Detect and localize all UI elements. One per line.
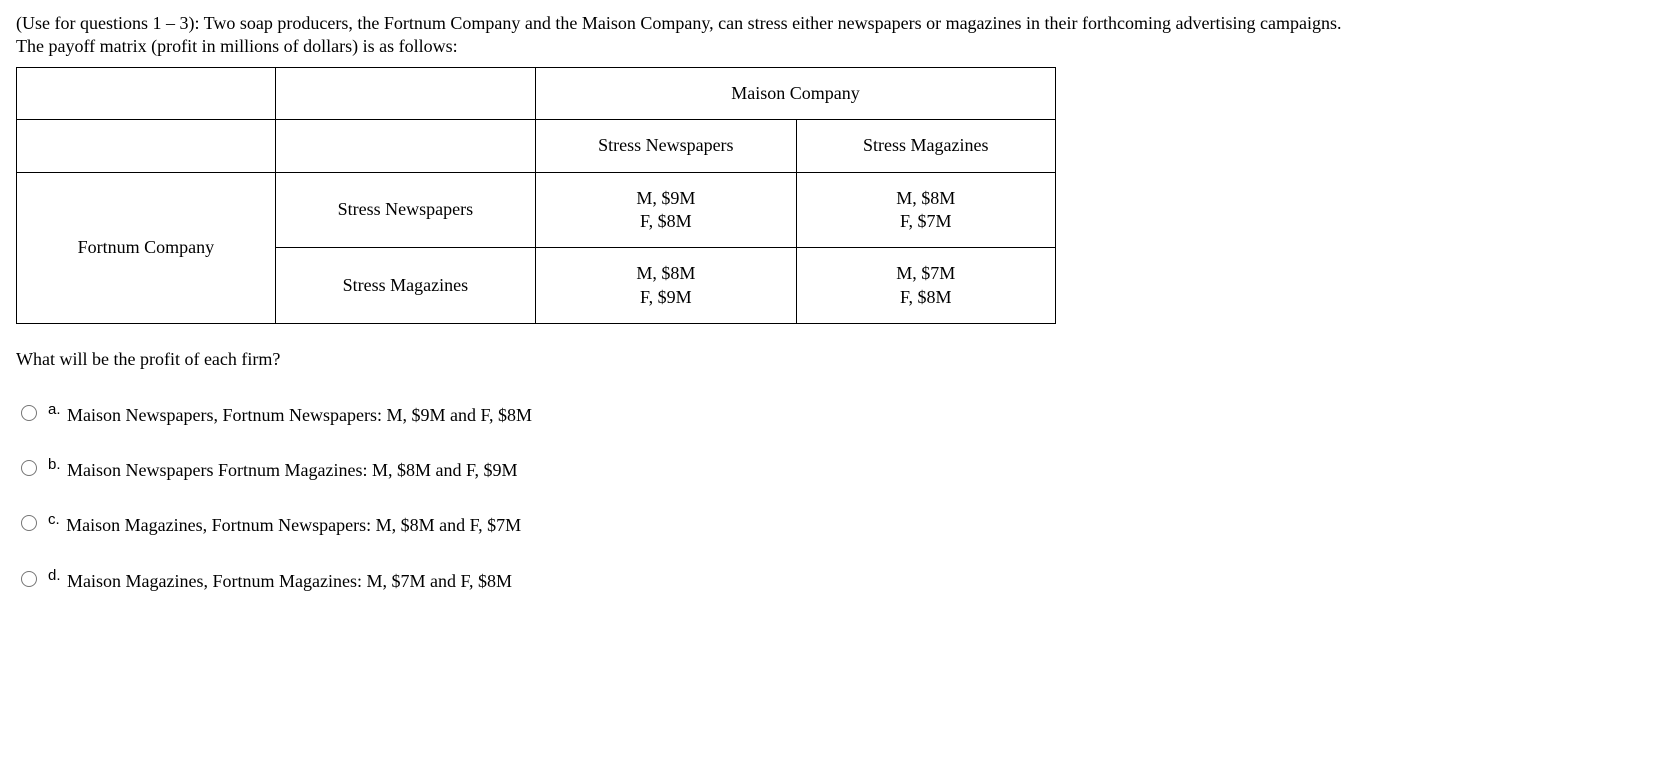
- question-text: What will be the profit of each firm?: [16, 348, 1658, 371]
- intro-line2: The payoff matrix (profit in millions of…: [16, 36, 458, 56]
- row-header-newspapers: Stress Newspapers: [275, 172, 535, 248]
- cell-r2c2-top: M, $7M: [896, 263, 955, 283]
- option-text-c: Maison Magazines, Fortnum Newspapers: M,…: [66, 515, 521, 535]
- radio-b[interactable]: [21, 460, 37, 476]
- cell-r2c2-bot: F, $8M: [900, 287, 952, 307]
- option-letter-d: d.: [48, 567, 61, 584]
- option-text-d: Maison Magazines, Fortnum Magazines: M, …: [67, 571, 512, 591]
- fortnum-header: Fortnum Company: [17, 172, 276, 324]
- cell-r1c2-top: M, $8M: [896, 188, 955, 208]
- intro-text: (Use for questions 1 – 3): Two soap prod…: [16, 12, 1658, 59]
- header-empty-4: [275, 120, 535, 172]
- radio-a[interactable]: [21, 405, 37, 421]
- option-a: a. Maison Newspapers, Fortnum Newspapers…: [16, 400, 1658, 427]
- cell-r2c1-top: M, $8M: [636, 263, 695, 283]
- radio-c[interactable]: [21, 515, 37, 531]
- payoff-matrix-table: Maison Company Stress Newspapers Stress …: [16, 67, 1056, 324]
- cell-r1c1-bot: F, $8M: [640, 211, 692, 231]
- radio-d[interactable]: [21, 571, 37, 587]
- cell-r2c1: M, $8M F, $9M: [536, 248, 796, 324]
- option-d: d. Maison Magazines, Fortnum Magazines: …: [16, 566, 1658, 593]
- maison-header: Maison Company: [536, 67, 1056, 119]
- header-empty-2: [275, 67, 535, 119]
- col-header-newspapers: Stress Newspapers: [536, 120, 796, 172]
- option-letter-c: c.: [48, 511, 60, 528]
- option-letter-a: a.: [48, 401, 61, 418]
- option-text-b: Maison Newspapers Fortnum Magazines: M, …: [67, 460, 518, 480]
- cell-r2c2: M, $7M F, $8M: [796, 248, 1055, 324]
- cell-r1c1-top: M, $9M: [636, 188, 695, 208]
- option-letter-b: b.: [48, 456, 61, 473]
- cell-r1c2: M, $8M F, $7M: [796, 172, 1055, 248]
- option-b: b. Maison Newspapers Fortnum Magazines: …: [16, 455, 1658, 482]
- cell-r1c1: M, $9M F, $8M: [536, 172, 796, 248]
- header-empty-3: [17, 120, 276, 172]
- cell-r2c1-bot: F, $9M: [640, 287, 692, 307]
- intro-line1: (Use for questions 1 – 3): Two soap prod…: [16, 13, 1341, 33]
- col-header-magazines: Stress Magazines: [796, 120, 1055, 172]
- option-text-a: Maison Newspapers, Fortnum Newspapers: M…: [67, 405, 532, 425]
- row-header-magazines: Stress Magazines: [275, 248, 535, 324]
- option-c: c. Maison Magazines, Fortnum Newspapers:…: [16, 510, 1658, 537]
- header-empty-1: [17, 67, 276, 119]
- cell-r1c2-bot: F, $7M: [900, 211, 952, 231]
